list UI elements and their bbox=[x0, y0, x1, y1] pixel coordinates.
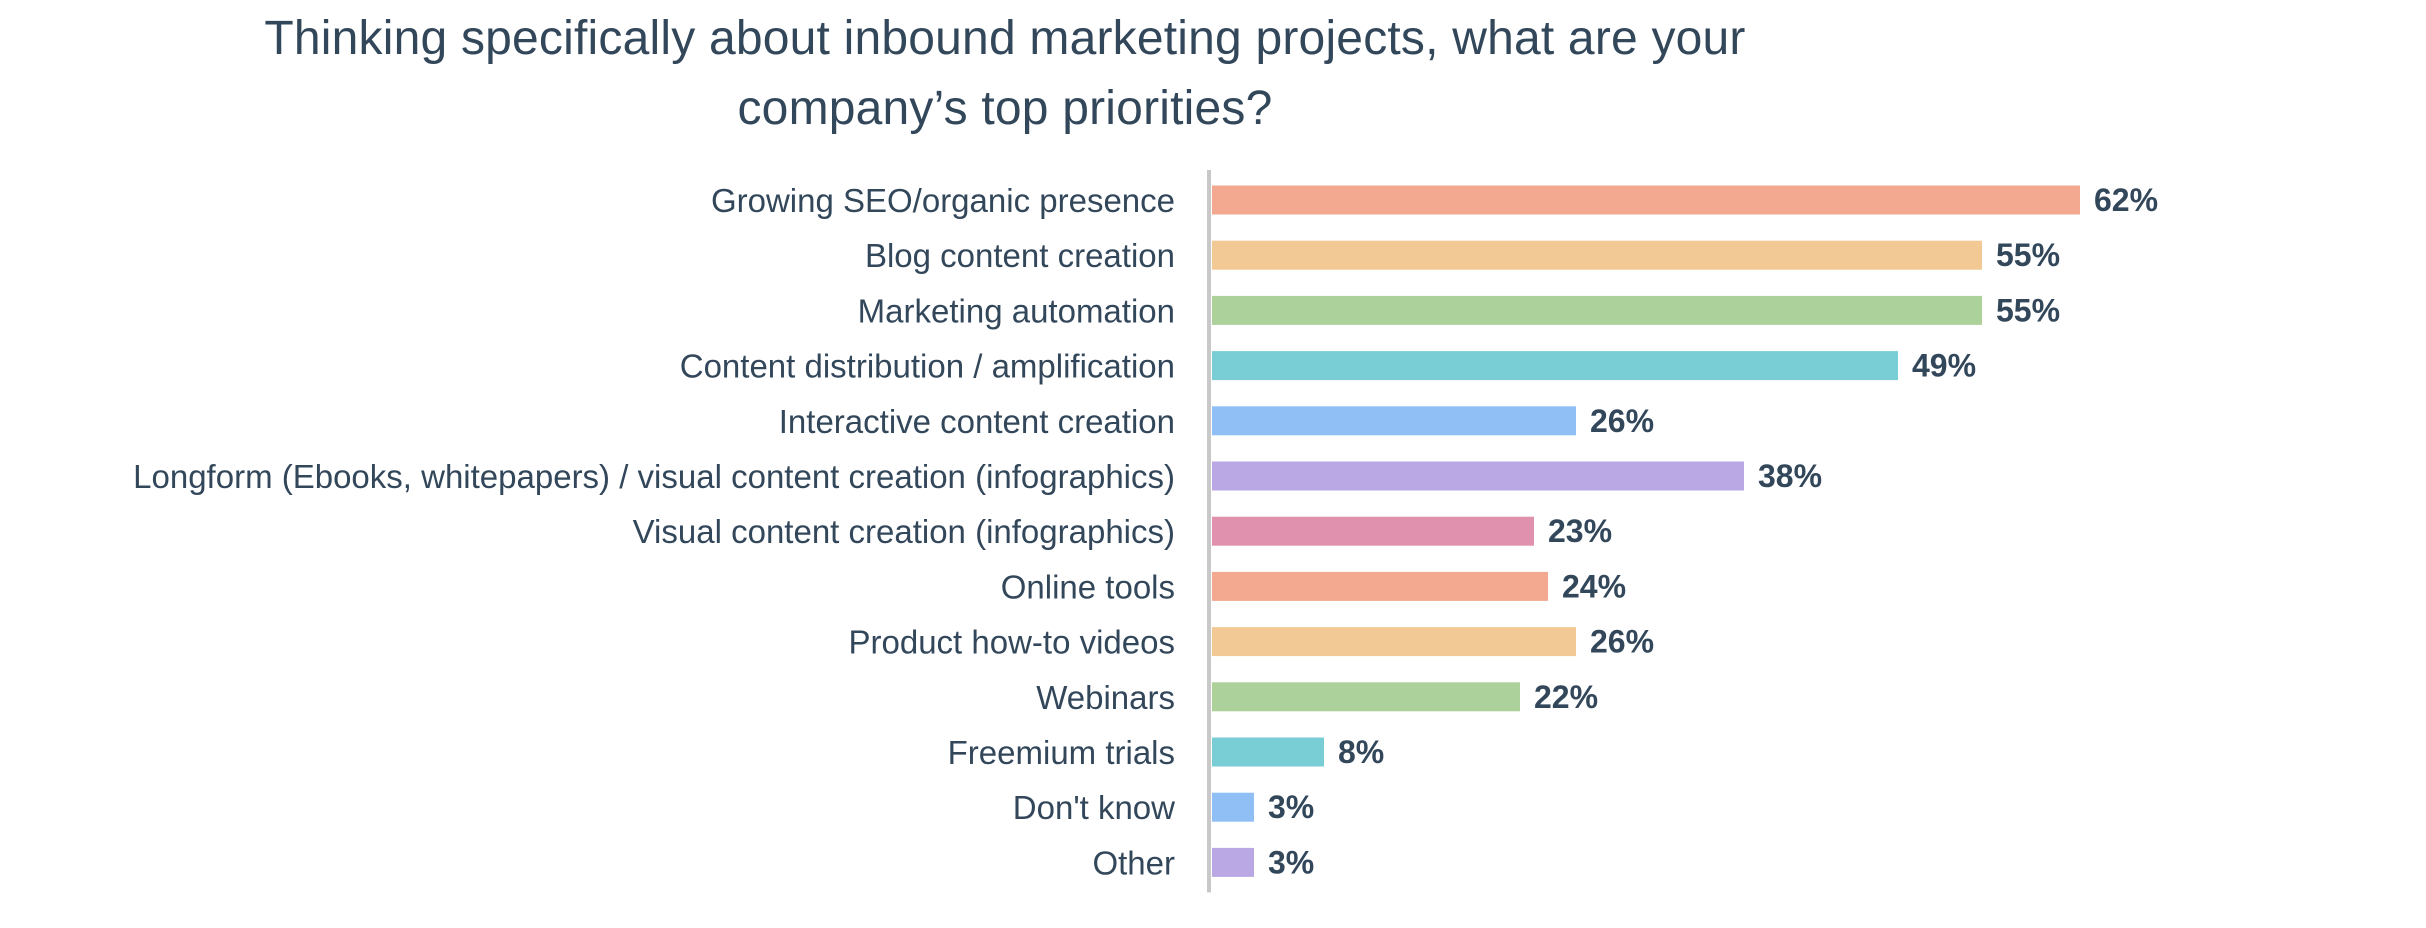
category-label: Don't know bbox=[1013, 789, 1175, 826]
bar bbox=[1212, 240, 1982, 270]
bars-group: Growing SEO/organic presence 62% Blog cont… bbox=[133, 182, 2158, 881]
value-label: 55% bbox=[1996, 237, 2060, 273]
category-label: Webinars bbox=[1036, 679, 1175, 716]
bar bbox=[1212, 406, 1576, 436]
chart-title-line-2: company’s top priorities? bbox=[737, 82, 1273, 135]
bar bbox=[1212, 682, 1520, 712]
category-label: Content distribution / amplification bbox=[680, 348, 1175, 385]
bar bbox=[1212, 185, 2080, 215]
bar bbox=[1212, 792, 1254, 822]
value-label: 24% bbox=[1562, 568, 1626, 604]
bar bbox=[1212, 737, 1324, 767]
bar bbox=[1212, 461, 1744, 491]
bar bbox=[1212, 847, 1254, 877]
value-label: 26% bbox=[1590, 624, 1654, 660]
value-label: 26% bbox=[1590, 403, 1654, 439]
category-label: Marketing automation bbox=[858, 292, 1175, 329]
category-label: Online tools bbox=[1001, 568, 1175, 605]
bar bbox=[1212, 295, 1982, 325]
bar bbox=[1212, 516, 1534, 546]
category-label: Longform (Ebooks, whitepapers) / visual … bbox=[133, 458, 1175, 495]
bar bbox=[1212, 627, 1576, 657]
bar bbox=[1212, 571, 1548, 601]
category-label: Product how-to videos bbox=[848, 624, 1175, 661]
value-label: 55% bbox=[1996, 292, 2060, 328]
category-label: Visual content creation (infographics) bbox=[633, 513, 1175, 550]
value-label: 38% bbox=[1758, 458, 1822, 494]
chart-title: Thinking specifically about inbound mark… bbox=[200, 4, 1810, 144]
bar bbox=[1212, 351, 1898, 381]
value-label: 3% bbox=[1268, 789, 1314, 825]
category-label: Growing SEO/organic presence bbox=[711, 182, 1175, 219]
value-label: 62% bbox=[2094, 182, 2158, 218]
category-label: Interactive content creation bbox=[779, 403, 1175, 440]
value-label: 8% bbox=[1338, 734, 1384, 770]
value-label: 49% bbox=[1912, 348, 1976, 384]
chart-title-line-1: Thinking specifically about inbound mark… bbox=[264, 12, 1746, 65]
value-label: 3% bbox=[1268, 844, 1314, 880]
category-label: Other bbox=[1092, 844, 1175, 881]
category-label: Blog content creation bbox=[865, 237, 1175, 274]
value-label: 22% bbox=[1534, 679, 1598, 715]
value-label: 23% bbox=[1548, 513, 1612, 549]
category-label: Freemium trials bbox=[948, 734, 1175, 771]
